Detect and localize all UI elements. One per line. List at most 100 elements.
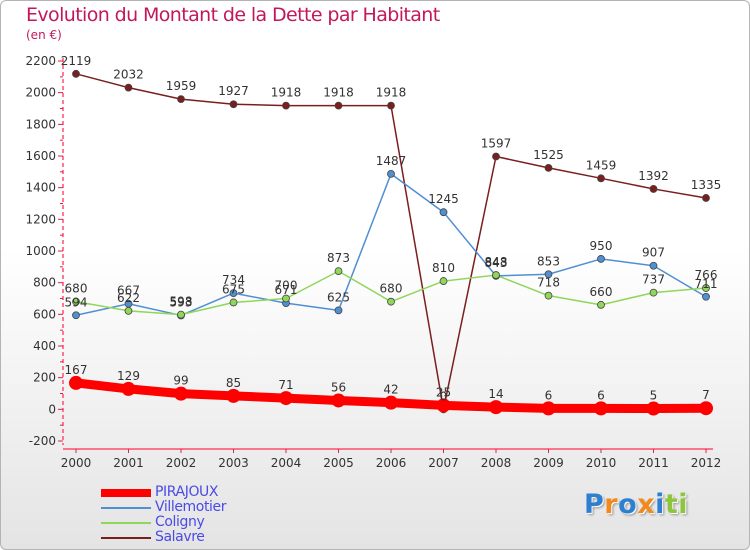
data-label: 718 [537, 276, 560, 290]
x-tick-label: 2008 [481, 456, 512, 470]
data-point [387, 297, 395, 306]
x-tick-label: 2004 [271, 456, 302, 470]
logo-letter: o [618, 489, 638, 520]
data-label: 129 [117, 369, 140, 383]
logo-letter: i [655, 489, 665, 520]
data-point [334, 101, 343, 110]
legend-swatch [101, 489, 151, 497]
data-point [649, 185, 658, 193]
data-label: 25 [436, 385, 451, 399]
data-label: 1335 [691, 178, 722, 192]
data-point [174, 386, 188, 401]
data-point [72, 297, 80, 306]
logo-letter: x [637, 489, 656, 520]
y-tick-label: 400 [33, 339, 56, 353]
x-tick-label: 2007 [428, 456, 459, 470]
data-point [229, 298, 238, 307]
y-tick-label: 2000 [25, 86, 56, 100]
x-tick-label: 2001 [113, 456, 144, 470]
data-point [334, 306, 343, 315]
data-point [387, 101, 395, 110]
data-label: 598 [170, 295, 193, 309]
data-point [646, 401, 661, 416]
data-point [492, 152, 500, 161]
y-tick-label: -200 [29, 434, 56, 448]
data-point [702, 194, 710, 202]
data-point [226, 388, 241, 403]
data-label: 2032 [113, 68, 144, 82]
data-label: 85 [226, 376, 241, 390]
proxiti-logo: Proxiti [584, 489, 688, 520]
data-label: 700 [275, 279, 298, 293]
data-label: 766 [695, 268, 718, 282]
data-label: 5 [650, 389, 658, 403]
data-label: 71 [278, 378, 293, 392]
y-tick-label: 800 [33, 276, 56, 290]
chart-title: Evolution du Montant de la Dette par Hab… [26, 4, 440, 26]
y-tick-label: 1600 [25, 149, 56, 163]
data-label: 1927 [218, 84, 249, 98]
data-point [72, 69, 80, 78]
data-label: 1918 [376, 86, 407, 100]
data-label: 1487 [376, 154, 407, 168]
data-label: 14 [488, 387, 503, 401]
data-label: 1392 [638, 169, 669, 183]
data-point [702, 284, 710, 292]
data-point [279, 391, 293, 406]
data-point [436, 398, 451, 413]
data-label: 853 [537, 254, 560, 268]
data-point [124, 83, 133, 92]
data-point [331, 393, 346, 408]
legend-label: PIRAJOUX [155, 484, 219, 500]
data-label: 625 [327, 290, 350, 304]
data-point [387, 169, 395, 178]
chart-unit-label: (en €) [26, 28, 62, 42]
data-label: 56 [331, 380, 346, 394]
data-label: 42 [383, 383, 398, 397]
data-point [597, 255, 605, 263]
y-tick-label: 200 [33, 371, 56, 385]
x-tick-label: 2003 [218, 456, 249, 470]
data-point [541, 401, 556, 416]
data-label: 167 [65, 363, 88, 377]
data-point [229, 100, 238, 109]
logo-letter: t [664, 489, 679, 520]
data-point [72, 311, 80, 320]
y-tick-label: 1800 [25, 117, 56, 131]
legend-swatch [101, 507, 151, 509]
data-point [177, 310, 185, 319]
legend-label: Coligny [155, 514, 205, 530]
data-point [121, 381, 136, 396]
data-point [544, 163, 553, 172]
data-label: 810 [432, 261, 455, 275]
data-label: 873 [327, 251, 350, 265]
data-point [649, 261, 658, 270]
data-label: 737 [642, 273, 665, 287]
x-tick-label: 2009 [533, 456, 564, 470]
data-label: 99 [173, 374, 188, 388]
legend-label: Salavre [155, 529, 205, 545]
series-markers [69, 69, 713, 416]
y-tick-label: 2200 [25, 54, 56, 68]
data-point [384, 395, 398, 410]
x-tick-label: 2002 [166, 456, 197, 470]
data-label: 848 [485, 255, 508, 269]
data-label: 667 [117, 284, 140, 298]
logo-letter: i [678, 489, 689, 520]
legend-label: Villemotier [155, 499, 227, 515]
y-tick-label: 1200 [25, 212, 56, 226]
data-point [597, 300, 605, 309]
x-tick-label: 2005 [323, 456, 354, 470]
data-label: 7 [702, 388, 710, 402]
data-point [544, 291, 553, 300]
data-label: 6 [597, 388, 605, 402]
data-label: 1525 [533, 148, 564, 162]
x-tick-label: 2010 [586, 456, 617, 470]
data-label: 594 [65, 295, 88, 309]
data-point [334, 267, 343, 276]
data-label: 675 [222, 282, 245, 296]
data-point [229, 289, 238, 298]
